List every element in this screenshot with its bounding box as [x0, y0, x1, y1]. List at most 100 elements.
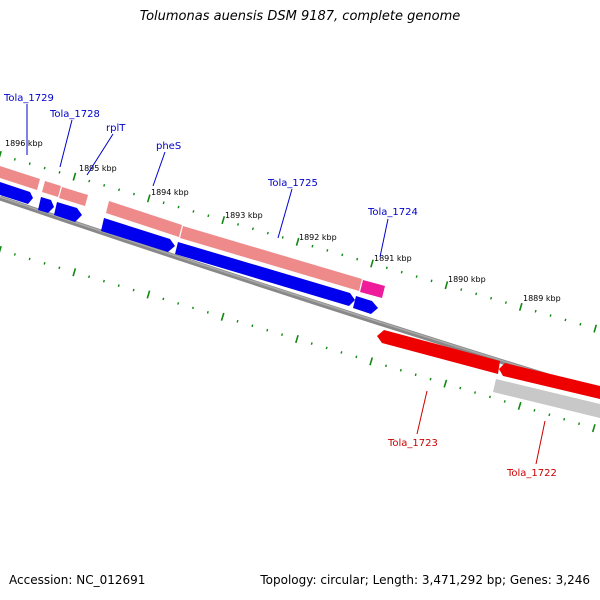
gene-label-tola-1722[interactable]: Tola_1722	[506, 468, 557, 479]
major-tick	[443, 379, 448, 388]
minor-tick	[460, 288, 463, 291]
minor-tick	[459, 386, 462, 390]
gene-arrow-tola-1723[interactable]	[377, 330, 500, 374]
major-tick	[295, 237, 300, 246]
gene-arrow-tola-1728b[interactable]	[54, 202, 82, 222]
minor-tick	[192, 306, 194, 310]
minor-tick	[251, 227, 254, 231]
leader-line	[277, 188, 293, 239]
minor-tick	[414, 373, 417, 377]
minor-tick	[564, 318, 567, 322]
minor-tick	[132, 288, 135, 292]
map-title: Tolumonas auensis DSM 9187, complete gen…	[139, 9, 461, 24]
gene-arrow-tola-1728a[interactable]	[38, 197, 54, 213]
major-tick	[146, 290, 151, 299]
major-tick	[72, 268, 77, 277]
accession-text: Accession: NC_012691	[9, 573, 146, 587]
minor-tick	[475, 292, 478, 296]
gene-label-rplt[interactable]: rplT	[106, 123, 126, 134]
minor-tick	[102, 279, 105, 283]
gene-label-phes[interactable]: pheS	[156, 141, 181, 152]
minor-tick	[117, 284, 120, 288]
cds-block-tola-1722[interactable]	[493, 379, 600, 418]
minor-tick	[13, 157, 16, 161]
minor-tick	[563, 417, 566, 421]
minor-tick	[310, 342, 313, 345]
leader-line	[416, 390, 428, 435]
minor-tick	[237, 223, 240, 226]
minor-tick	[429, 377, 432, 381]
reverse-label-group: Tola_1723 Tola_1722	[387, 390, 557, 479]
gene-label-tola-1725[interactable]: Tola_1725	[267, 178, 318, 189]
minor-tick	[43, 261, 46, 265]
genome-backbone-highlight	[0, 196, 600, 392]
leader-line	[86, 133, 114, 176]
cds-block-tola-1725[interactable]	[180, 226, 362, 291]
major-tick	[369, 357, 374, 366]
minor-tick	[13, 253, 16, 256]
major-tick	[0, 245, 2, 253]
minor-tick	[355, 355, 358, 359]
major-tick	[295, 334, 299, 344]
gene-arrow-tola-1725[interactable]	[175, 242, 355, 306]
minor-tick	[281, 236, 284, 239]
gene-label-tola-1729[interactable]: Tola_1729	[3, 93, 54, 104]
minor-tick	[266, 231, 269, 235]
minor-tick	[236, 319, 239, 323]
minor-tick	[533, 408, 536, 412]
gene-arrow-tola-1722[interactable]	[499, 363, 600, 399]
minor-tick	[206, 310, 209, 314]
cds-block-tola-1728a[interactable]	[42, 181, 61, 197]
minor-tick	[251, 324, 254, 328]
major-tick	[517, 401, 522, 410]
minor-tick	[399, 368, 402, 372]
leader-line	[59, 119, 73, 168]
inner-tick-track	[0, 245, 596, 433]
minor-tick	[88, 275, 91, 279]
kbp-label: 1889 kbp	[523, 294, 561, 303]
kbp-label: 1891 kbp	[374, 254, 412, 263]
gene-label-tola-1723[interactable]: Tola_1723	[387, 438, 438, 449]
kbp-label: 1890 kbp	[448, 275, 486, 284]
cds-block-phes[interactable]	[106, 201, 182, 237]
minor-tick	[311, 244, 314, 248]
rna-block-tola-1724[interactable]	[360, 280, 385, 298]
minor-tick	[488, 395, 491, 399]
leader-line	[379, 218, 389, 258]
minor-tick	[28, 257, 31, 261]
gene-arrow-tola-1724[interactable]	[353, 296, 378, 314]
minor-tick	[192, 210, 195, 213]
gene-arrow-phes[interactable]	[101, 218, 175, 252]
minor-tick	[325, 346, 328, 350]
minor-tick	[28, 162, 31, 166]
kbp-label: 1895 kbp	[79, 164, 117, 173]
minor-tick	[132, 192, 135, 196]
minor-tick	[281, 333, 284, 337]
minor-tick	[534, 309, 537, 313]
leader-line	[152, 151, 166, 187]
minor-tick	[430, 279, 433, 283]
major-tick	[370, 259, 374, 268]
gene-label-tola-1724[interactable]: Tola_1724	[367, 207, 418, 218]
major-tick	[591, 424, 596, 433]
minor-tick	[490, 296, 493, 300]
cds-block-tola-1729[interactable]	[0, 166, 40, 190]
kbp-label-group: 1896 kbp 1895 kbp 1894 kbp 1893 kbp 1892…	[5, 139, 561, 303]
minor-tick	[415, 275, 418, 278]
kbp-label: 1893 kbp	[225, 211, 263, 220]
gene-label-tola-1728[interactable]: Tola_1728	[49, 109, 100, 120]
kbp-label: 1896 kbp	[5, 139, 43, 148]
minor-tick	[58, 170, 61, 174]
gene-arrow-tola-1729[interactable]	[0, 182, 33, 204]
minor-tick	[326, 249, 329, 252]
minor-tick	[162, 201, 165, 205]
minor-tick	[549, 314, 552, 317]
major-tick	[146, 194, 151, 203]
major-tick	[444, 281, 449, 290]
minor-tick	[207, 214, 210, 218]
minor-tick	[579, 322, 582, 326]
major-tick	[0, 150, 2, 158]
cds-block-tola-1728b[interactable]	[59, 187, 88, 206]
minor-tick	[341, 253, 344, 257]
